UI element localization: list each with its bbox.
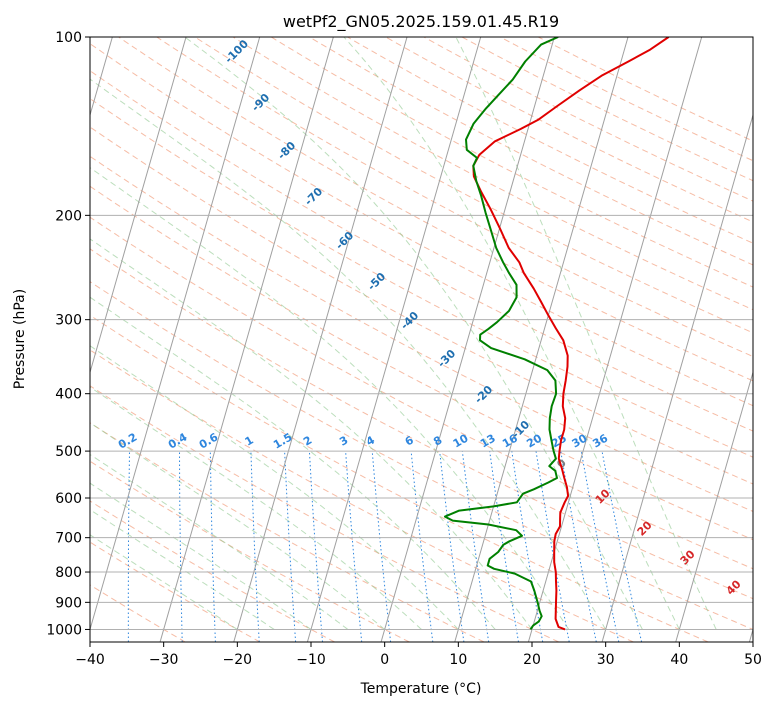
mixing-ratio-line [489,451,519,642]
mixing-ratio-line [127,451,130,642]
mixing-ratio-label: 0.1 [69,431,92,452]
x-tick-label: 0 [380,652,389,668]
y-tick-label: 1000 [46,622,82,638]
x-tick-label: −30 [149,652,179,668]
y-tick-label: 400 [55,387,82,403]
x-tick-label: 40 [670,652,688,668]
x-tick-label: −10 [296,652,326,668]
dry-adiabat [499,37,753,162]
mixing-ratio-line [250,451,260,642]
isotherm [233,37,408,642]
dry-adiabat [90,248,753,600]
mixing-ratio-line [560,451,597,642]
x-tick-label: −40 [75,652,105,668]
dry-adiabat [90,349,634,642]
isotherm [306,37,482,642]
x-axis: −40 −30 −20 −10 0 10 20 30 40 50 [75,642,762,668]
mixing-ratio-line [461,451,490,642]
dry-adiabat [90,216,753,570]
y-axis-title: Pressure (hPa) [12,289,28,389]
mixing-ratio-line [511,451,544,642]
y-tick-label: 500 [55,444,82,460]
dry-adiabat [347,37,753,244]
dry-adiabat [90,500,335,642]
moist-adiabat [90,238,533,630]
dry-adiabat [461,37,753,182]
y-tick-label: 900 [55,595,82,611]
isotherm [675,370,753,642]
pressure-grid [90,37,753,630]
dry-adiabat [90,314,709,642]
moist-adiabat [184,37,643,630]
moist-adiabat [90,422,385,630]
dry-adiabat [90,185,753,541]
x-tick-label: 30 [597,652,615,668]
mixing-ratio-line [410,451,434,642]
mixing-ratio-line [284,451,297,642]
temperature-line [472,37,670,631]
y-tick-label: 100 [55,30,82,46]
plot-frame [89,36,754,643]
isotherm [159,37,334,642]
mixing-ratio-line [439,451,465,642]
dry-adiabat [90,70,753,432]
mixing-ratio-lines [127,451,643,642]
isotherm [380,37,555,642]
y-tick-label: 800 [55,565,82,581]
y-axis: 1000 900 800 700 600 500 400 300 200 100 [46,30,90,638]
moist-adiabat [90,167,570,630]
moist-adiabat [90,453,349,630]
mixing-ratio-line [345,451,363,642]
mixing-ratio-line [580,451,620,642]
dry-adiabat [90,126,753,485]
isotherm [527,37,703,642]
moist-adiabat [90,296,496,630]
dry-adiabat [538,37,753,142]
x-tick-label: 10 [449,652,467,668]
y-tick-label: 300 [55,313,82,329]
moist-adiabat [90,482,312,630]
isotherm [90,37,261,632]
x-tick-label: 20 [523,652,541,668]
moist-adiabat [343,37,680,630]
dry-adiabat [309,37,753,266]
moist-adiabats [90,37,717,630]
isotherm [601,113,753,642]
mixing-ratio-line [601,451,643,642]
dry-adiabat [90,281,753,630]
dry-adiabat [385,37,753,223]
dry-adiabat [423,37,753,202]
dry-adiabat [270,37,753,288]
dry-adiabat [90,97,753,458]
dry-adiabats [90,37,753,642]
isotherm [90,37,187,375]
dry-adiabat [156,37,753,358]
moist-adiabat [90,78,607,630]
moist-adiabat [90,509,275,630]
dry-adiabat [232,37,753,311]
dry-adiabat [118,37,753,382]
mixing-ratio-line [209,451,216,642]
chart-title: wetPf2_GN05.2025.159.01.45.R19 [283,12,559,32]
y-tick-label: 700 [55,531,82,547]
dewpoint-line [444,37,559,630]
x-tick-label: −20 [223,652,253,668]
mixing-ratio-line [371,451,392,642]
dry-adiabat [90,43,753,407]
moist-adiabat [90,386,422,630]
y-tick-label: 200 [55,208,82,224]
moist-adiabat [455,37,717,630]
mixing-ratio-line [179,451,183,642]
mixing-ratio-line [308,451,323,642]
y-tick-label: 600 [55,491,82,507]
plot-area: 0.10.20.40.611.52346810131620253036-100-… [69,37,753,642]
isotherm [454,37,629,642]
x-tick-label: 50 [744,652,762,668]
x-axis-title: Temperature (°C) [360,681,482,697]
dry-adiabat [194,37,753,334]
moist-adiabat [90,345,459,630]
isotherms [90,37,753,642]
